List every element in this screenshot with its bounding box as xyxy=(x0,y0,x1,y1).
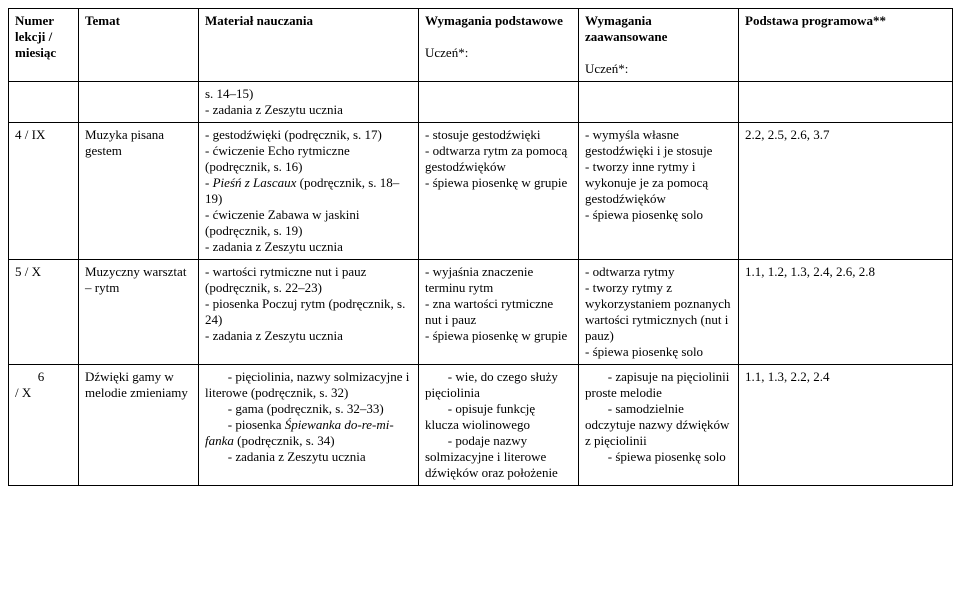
cell-basic xyxy=(419,82,579,123)
header-adv: Wymagania zaawansowane Uczeń*: xyxy=(579,9,739,82)
header-num: Numer lekcji / miesiąc xyxy=(9,9,79,82)
table-row: 4 / IX Muzyka pisana gestem - gestodźwię… xyxy=(9,123,953,260)
table-row: s. 14–15) - zadania z Zeszytu ucznia xyxy=(9,82,953,123)
header-material: Materiał nauczania xyxy=(199,9,419,82)
table-header-row: Numer lekcji / miesiąc Temat Materiał na… xyxy=(9,9,953,82)
cell-adv: - wymyśla własne gestodźwięki i je stosu… xyxy=(579,123,739,260)
cell-curr: 1.1, 1.3, 2.2, 2.4 xyxy=(739,365,953,486)
cell-material: - wartości rytmiczne nut i pauz (podręcz… xyxy=(199,260,419,365)
table-row: 6 / X Dźwięki gamy w melodie zmieniamy -… xyxy=(9,365,953,486)
header-basic-sub: Uczeń*: xyxy=(425,45,468,60)
cell-adv: - zapisuje na pięciolinii proste melodie… xyxy=(579,365,739,486)
cell-adv: - odtwarza rytmy - tworzy rytmy z wykorz… xyxy=(579,260,739,365)
cell-material: - gestodźwięki (podręcznik, s. 17) - ćwi… xyxy=(199,123,419,260)
header-adv-title: Wymagania zaawansowane xyxy=(585,13,667,44)
header-basic: Wymagania podstawowe Uczeń*: xyxy=(419,9,579,82)
curriculum-table: Numer lekcji / miesiąc Temat Materiał na… xyxy=(8,8,953,486)
cell-topic: Muzyczny warsztat – rytm xyxy=(79,260,199,365)
cell-curr: 1.1, 1.2, 1.3, 2.4, 2.6, 2.8 xyxy=(739,260,953,365)
header-topic: Temat xyxy=(79,9,199,82)
cell-material: - pięciolinia, nazwy solmizacyjne i lite… xyxy=(199,365,419,486)
header-basic-title: Wymagania podstawowe xyxy=(425,13,563,28)
cell-basic: - wyjaśnia znaczenie terminu rytm - zna … xyxy=(419,260,579,365)
cell-curr xyxy=(739,82,953,123)
header-adv-sub: Uczeń*: xyxy=(585,61,628,76)
cell-num: 6 / X xyxy=(9,365,79,486)
cell-topic: Dźwięki gamy w melodie zmieniamy xyxy=(79,365,199,486)
cell-num: 4 / IX xyxy=(9,123,79,260)
cell-num xyxy=(9,82,79,123)
table-row: 5 / X Muzyczny warsztat – rytm - wartośc… xyxy=(9,260,953,365)
header-curr: Podstawa programowa** xyxy=(739,9,953,82)
cell-material: s. 14–15) - zadania z Zeszytu ucznia xyxy=(199,82,419,123)
cell-adv xyxy=(579,82,739,123)
cell-curr: 2.2, 2.5, 2.6, 3.7 xyxy=(739,123,953,260)
cell-topic: Muzyka pisana gestem xyxy=(79,123,199,260)
table-body: s. 14–15) - zadania z Zeszytu ucznia 4 /… xyxy=(9,82,953,486)
cell-num: 5 / X xyxy=(9,260,79,365)
cell-basic: - stosuje gestodźwięki - odtwarza rytm z… xyxy=(419,123,579,260)
cell-basic: - wie, do czego służy pięciolinia - opis… xyxy=(419,365,579,486)
cell-topic xyxy=(79,82,199,123)
